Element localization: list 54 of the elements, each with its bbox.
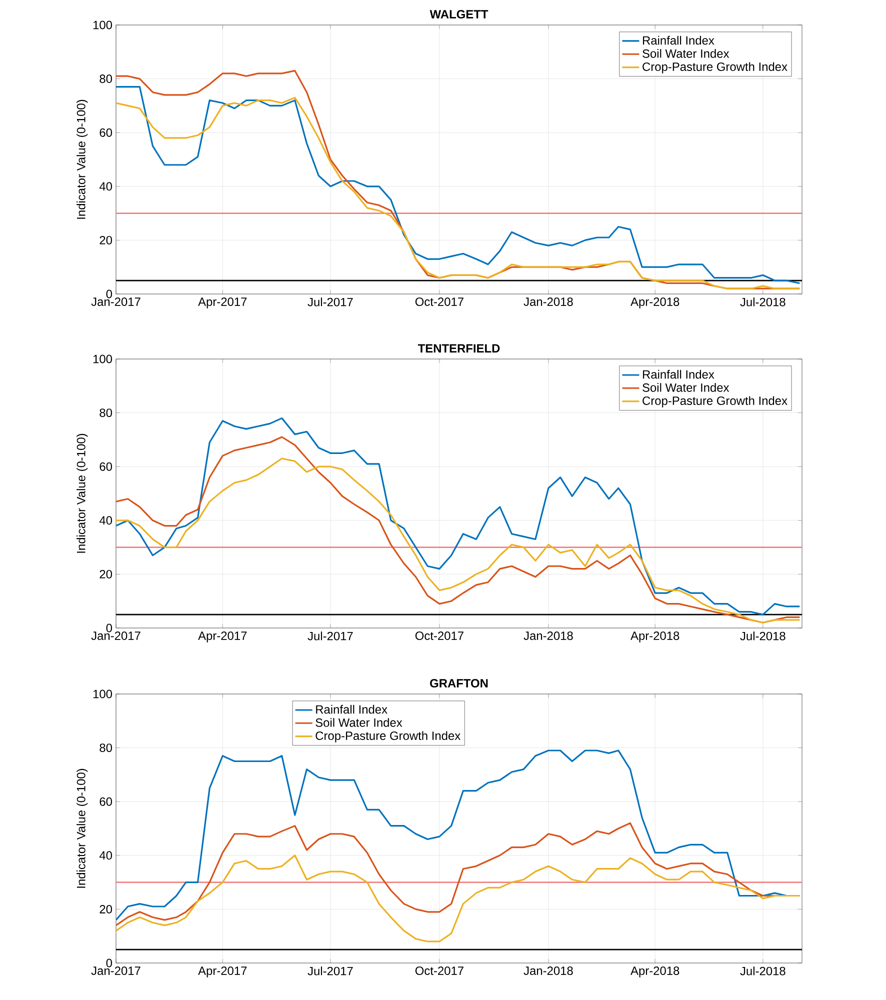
x-tick-label: Oct-2017	[415, 632, 464, 640]
legend-label: Soil Water Index	[642, 383, 730, 392]
y-axis-title: Indicator Value (0-100)	[76, 768, 88, 888]
x-tick-label: Oct-2017	[415, 298, 464, 306]
y-tick-label: 60	[100, 462, 112, 471]
y-tick-label: 100	[93, 690, 112, 698]
x-tick-label: Jul-2017	[308, 298, 353, 306]
x-tick-label: Apr-2018	[630, 966, 680, 978]
y-tick-label: 100	[93, 20, 112, 30]
y-axis-title: Indicator Value (0-100)	[76, 100, 88, 219]
x-tick-label: Jul-2017	[308, 632, 353, 640]
x-tick-label: Jul-2017	[308, 966, 353, 976]
x-tick-label: Jan-2018	[524, 966, 573, 975]
y-tick-label: 40	[99, 182, 112, 191]
y-tick-label: 60	[100, 128, 112, 137]
y-tick-label: 60	[100, 797, 112, 806]
x-tick-label: Apr-2018	[630, 632, 680, 642]
y-tick-label: 0	[106, 624, 112, 632]
x-tick-label: Jul-2018	[740, 298, 786, 306]
x-tick-label: Oct-2017	[415, 966, 464, 975]
y-tick-label: 80	[100, 744, 112, 752]
legend-label: Rainfall Index	[642, 36, 714, 45]
legend-label: Rainfall Index	[642, 370, 714, 379]
y-tick-label: 0	[106, 290, 112, 298]
x-tick-label: Jan-2018	[524, 632, 573, 640]
legend-label: Soil Water Index	[642, 49, 730, 58]
y-tick-label: 20	[100, 570, 112, 578]
x-tick-label: Jul-2018	[740, 632, 786, 640]
x-tick-label: Jul-2018	[740, 966, 786, 976]
y-tick-label: 80	[100, 408, 112, 418]
legend-label: Crop-Pasture Growth Index	[642, 396, 788, 408]
x-tick-label: Apr-2018	[630, 298, 680, 308]
y-tick-label: 20	[100, 904, 112, 914]
chart-title: WALGETT	[430, 10, 488, 18]
x-tick-label: Jan-2018	[524, 298, 573, 306]
y-tick-label: 100	[93, 354, 112, 364]
chart-title: GRAFTON	[430, 679, 488, 688]
x-tick-label: Jan-2017	[91, 298, 140, 306]
x-tick-label: Apr-2017	[198, 298, 247, 308]
x-tick-label: Jan-2017	[91, 632, 140, 640]
y-tick-label: 0	[106, 958, 112, 968]
y-tick-label: 80	[100, 74, 112, 84]
x-tick-label: Jan-2017	[91, 966, 140, 975]
legend-label: Rainfall Index	[316, 704, 388, 714]
y-tick-label: 40	[99, 851, 112, 860]
legend-label: Crop-Pasture Growth Index	[642, 62, 788, 74]
x-tick-label: Apr-2017	[198, 632, 247, 642]
legend-label: Crop-Pasture Growth Index	[316, 731, 460, 742]
y-tick-label: 20	[100, 236, 112, 244]
x-tick-label: Apr-2017	[198, 966, 247, 978]
legend-label: Soil Water Index	[316, 718, 402, 727]
chart-title: TENTERFIELD	[418, 344, 500, 352]
y-axis-title: Indicator Value (0-100)	[76, 434, 88, 553]
y-tick-label: 40	[99, 516, 112, 525]
